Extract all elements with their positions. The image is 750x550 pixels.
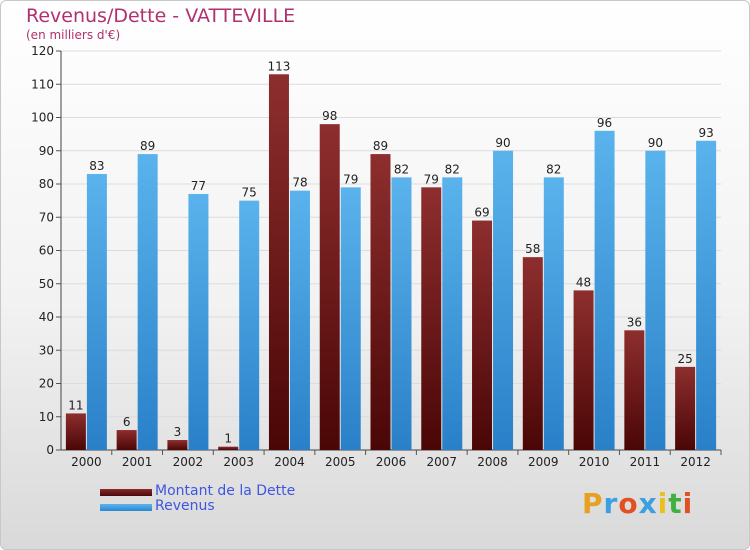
bar-debt — [218, 446, 239, 450]
value-labels: 11 83 6 89 3 77 1 75 113 78 98 79 89 82 79 82 69 90 58 82 48… — [68, 59, 714, 445]
x-tick-label: 2011 — [630, 455, 661, 469]
bar-debt — [116, 430, 137, 450]
legend-label-revenue: Revenus — [155, 498, 215, 514]
value-label-revenue: 82 — [394, 162, 409, 176]
bar-revenue — [86, 174, 107, 450]
y-tick-label: 20 — [39, 377, 54, 391]
legend-swatch-debt — [100, 489, 152, 496]
bar-revenue — [645, 150, 666, 450]
value-label-revenue: 77 — [191, 179, 206, 193]
value-label-revenue: 93 — [698, 126, 713, 140]
bar-revenue — [239, 200, 260, 450]
value-label-revenue: 89 — [140, 139, 155, 153]
bar-revenue — [594, 130, 615, 451]
logo-letter: o — [618, 487, 639, 520]
chart-subtitle: (en milliers d'€) — [26, 28, 121, 42]
y-tick-label: 0 — [46, 443, 54, 457]
value-label-revenue: 79 — [343, 172, 358, 186]
bar-debt — [65, 413, 86, 450]
y-tick-label: 110 — [31, 77, 54, 91]
bar-revenue — [188, 193, 209, 450]
y-tick-label: 60 — [39, 244, 54, 258]
bar-revenue — [493, 150, 514, 450]
bar-revenue — [340, 187, 361, 450]
value-label-debt: 69 — [474, 206, 489, 220]
legend-label-debt: Montant de la Dette — [155, 483, 296, 499]
axes: 0 10 20 30 40 50 60 70 80 90 100 110 120 2000 2001 2002… — [31, 44, 722, 469]
logo-letter: r — [603, 487, 619, 520]
x-tick-label: 2010 — [579, 455, 610, 469]
y-tick-label: 70 — [39, 210, 54, 224]
bar-debt — [167, 440, 188, 450]
legend-swatch-revenue — [100, 504, 152, 511]
value-label-revenue: 90 — [648, 136, 663, 150]
bar-revenue — [391, 177, 412, 450]
value-label-revenue: 83 — [89, 159, 104, 173]
bar-debt — [675, 366, 696, 450]
bar-revenue — [442, 177, 463, 450]
value-label-debt: 113 — [268, 59, 291, 73]
value-label-debt: 79 — [424, 172, 439, 186]
x-tick-label: 2002 — [173, 455, 204, 469]
value-label-debt: 89 — [373, 139, 388, 153]
x-tick-label: 2006 — [376, 455, 407, 469]
value-label-revenue: 82 — [445, 162, 460, 176]
x-tick-label: 2009 — [528, 455, 559, 469]
logo-letter: i — [682, 487, 694, 520]
x-tick-label: 2012 — [680, 455, 711, 469]
value-label-debt: 25 — [677, 352, 692, 366]
bar-debt — [522, 257, 543, 450]
bars — [65, 74, 717, 451]
logo-letter: t — [668, 487, 683, 520]
bar-revenue — [696, 140, 717, 450]
x-tick-label: 2001 — [122, 455, 153, 469]
x-tick-label: 2007 — [426, 455, 457, 469]
value-label-revenue: 96 — [597, 116, 612, 130]
x-tick-label: 2005 — [325, 455, 356, 469]
value-label-revenue: 90 — [495, 136, 510, 150]
logo-letter: P — [582, 487, 604, 520]
value-label-debt: 58 — [525, 242, 540, 256]
value-label-revenue: 75 — [242, 186, 257, 200]
logo-letter: i — [657, 487, 669, 520]
bar-revenue — [137, 154, 158, 450]
value-label-revenue: 78 — [292, 176, 307, 190]
value-label-debt: 48 — [576, 275, 591, 289]
value-label-debt: 1 — [224, 432, 232, 446]
bar-debt — [573, 290, 594, 450]
y-tick-label: 90 — [39, 144, 54, 158]
x-tick-label: 2003 — [223, 455, 254, 469]
y-tick-label: 120 — [31, 44, 54, 58]
logo-letter: x — [638, 487, 658, 520]
bar-debt — [472, 220, 493, 450]
bar-debt — [370, 154, 391, 450]
bar-debt — [268, 74, 289, 451]
value-label-debt: 36 — [627, 315, 642, 329]
x-tick-label: 2000 — [71, 455, 102, 469]
bar-revenue — [543, 177, 564, 450]
bar-debt — [421, 187, 442, 450]
y-tick-label: 10 — [39, 410, 54, 424]
value-label-debt: 11 — [68, 398, 83, 412]
x-tick-label: 2004 — [274, 455, 305, 469]
x-tick-label: 2008 — [477, 455, 508, 469]
y-tick-label: 30 — [39, 343, 54, 357]
bar-debt — [319, 124, 340, 451]
value-label-debt: 6 — [123, 415, 131, 429]
bar-debt — [624, 330, 645, 450]
y-tick-label: 50 — [39, 277, 54, 291]
y-tick-label: 40 — [39, 310, 54, 324]
value-label-debt: 3 — [174, 425, 182, 439]
bar-revenue — [289, 190, 310, 450]
y-tick-label: 100 — [31, 111, 54, 125]
proxiti-logo: Proxiti — [582, 487, 693, 520]
y-tick-label: 80 — [39, 177, 54, 191]
gridlines — [61, 50, 721, 451]
chart-title: Revenus/Dette - VATTEVILLE — [26, 5, 296, 27]
value-label-debt: 98 — [322, 109, 337, 123]
value-label-revenue: 82 — [546, 162, 561, 176]
